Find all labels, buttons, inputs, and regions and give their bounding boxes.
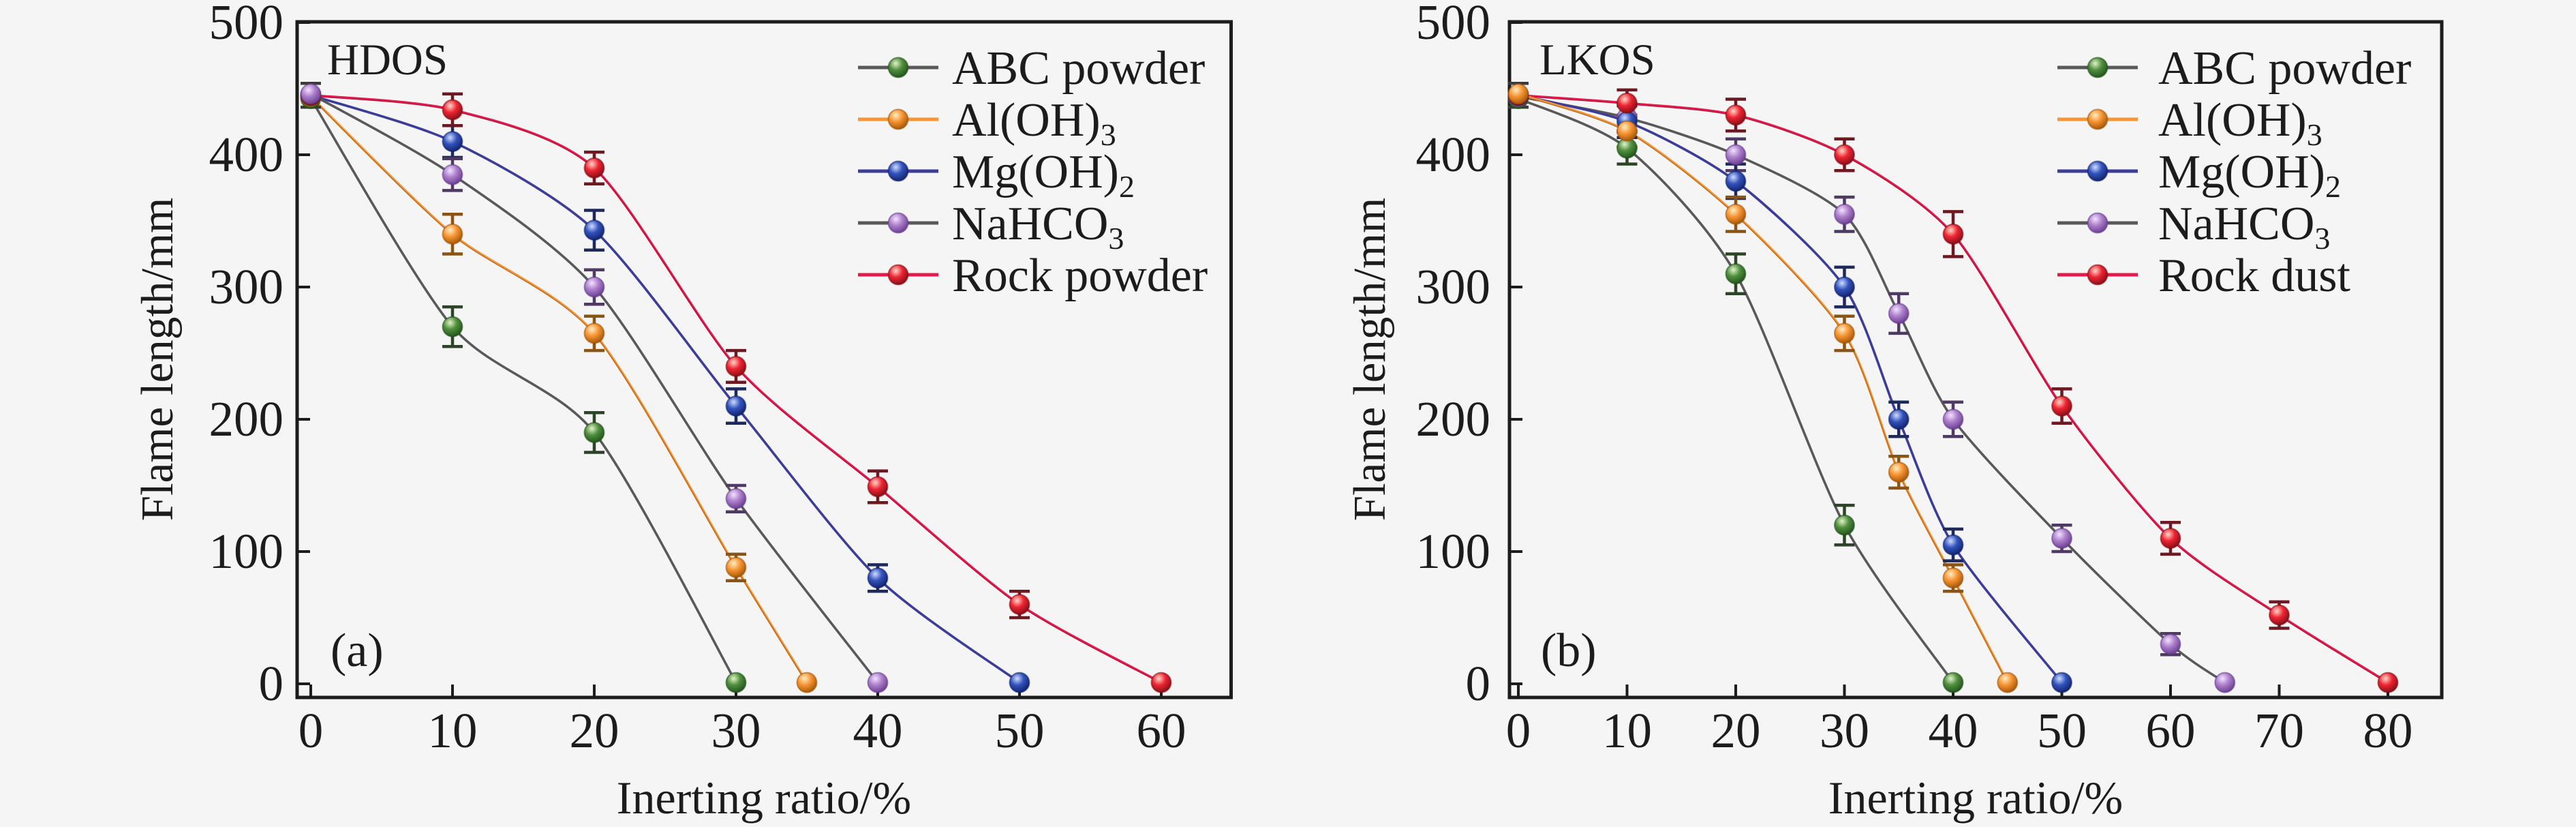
svg-text:Al(OH)3: Al(OH)3 — [952, 94, 1116, 152]
svg-text:Al(OH)3: Al(OH)3 — [2158, 94, 2322, 152]
svg-text:100: 100 — [1416, 524, 1491, 579]
svg-text:0: 0 — [259, 656, 284, 711]
svg-text:30: 30 — [711, 703, 761, 758]
svg-text:200: 200 — [209, 391, 284, 447]
svg-text:40: 40 — [1929, 703, 1978, 758]
svg-text:20: 20 — [1711, 703, 1761, 758]
svg-text:70: 70 — [2254, 703, 2304, 758]
svg-text:10: 10 — [428, 703, 478, 758]
svg-text:80: 80 — [2363, 703, 2413, 758]
svg-text:400: 400 — [1416, 127, 1491, 182]
svg-text:Inerting ratio/%: Inerting ratio/% — [617, 772, 911, 824]
svg-text:50: 50 — [2037, 703, 2087, 758]
svg-text:(a): (a) — [331, 625, 384, 677]
svg-text:0: 0 — [1506, 703, 1531, 758]
svg-text:60: 60 — [2146, 703, 2196, 758]
svg-text:30: 30 — [1820, 703, 1869, 758]
svg-text:(b): (b) — [1541, 625, 1597, 677]
svg-text:300: 300 — [1416, 259, 1491, 314]
svg-text:500: 500 — [1416, 0, 1491, 50]
svg-text:Mg(OH)2: Mg(OH)2 — [952, 146, 1135, 204]
svg-text:Mg(OH)2: Mg(OH)2 — [2158, 146, 2341, 204]
svg-text:500: 500 — [209, 0, 284, 50]
svg-text:NaHCO3: NaHCO3 — [2158, 198, 2330, 256]
svg-text:10: 10 — [1602, 703, 1652, 758]
svg-text:60: 60 — [1137, 703, 1186, 758]
svg-text:40: 40 — [853, 703, 903, 758]
svg-text:Inerting ratio/%: Inerting ratio/% — [1828, 772, 2123, 824]
svg-text:300: 300 — [209, 259, 284, 314]
svg-text:Rock powder: Rock powder — [952, 250, 1208, 302]
svg-text:ABC powder: ABC powder — [2158, 42, 2411, 95]
svg-text:20: 20 — [570, 703, 619, 758]
svg-text:400: 400 — [209, 127, 284, 182]
svg-text:0: 0 — [1466, 656, 1491, 711]
svg-text:Rock dust: Rock dust — [2158, 250, 2351, 302]
svg-text:0: 0 — [298, 703, 324, 758]
svg-text:Flame length/mm: Flame length/mm — [1345, 198, 1395, 522]
svg-text:HDOS: HDOS — [327, 35, 448, 85]
svg-text:50: 50 — [995, 703, 1045, 758]
svg-text:100: 100 — [209, 524, 284, 579]
svg-text:LKOS: LKOS — [1539, 35, 1655, 85]
svg-text:200: 200 — [1416, 391, 1491, 447]
svg-text:Flame length/mm: Flame length/mm — [132, 198, 183, 522]
svg-text:ABC powder: ABC powder — [952, 42, 1205, 95]
svg-text:NaHCO3: NaHCO3 — [952, 198, 1124, 256]
